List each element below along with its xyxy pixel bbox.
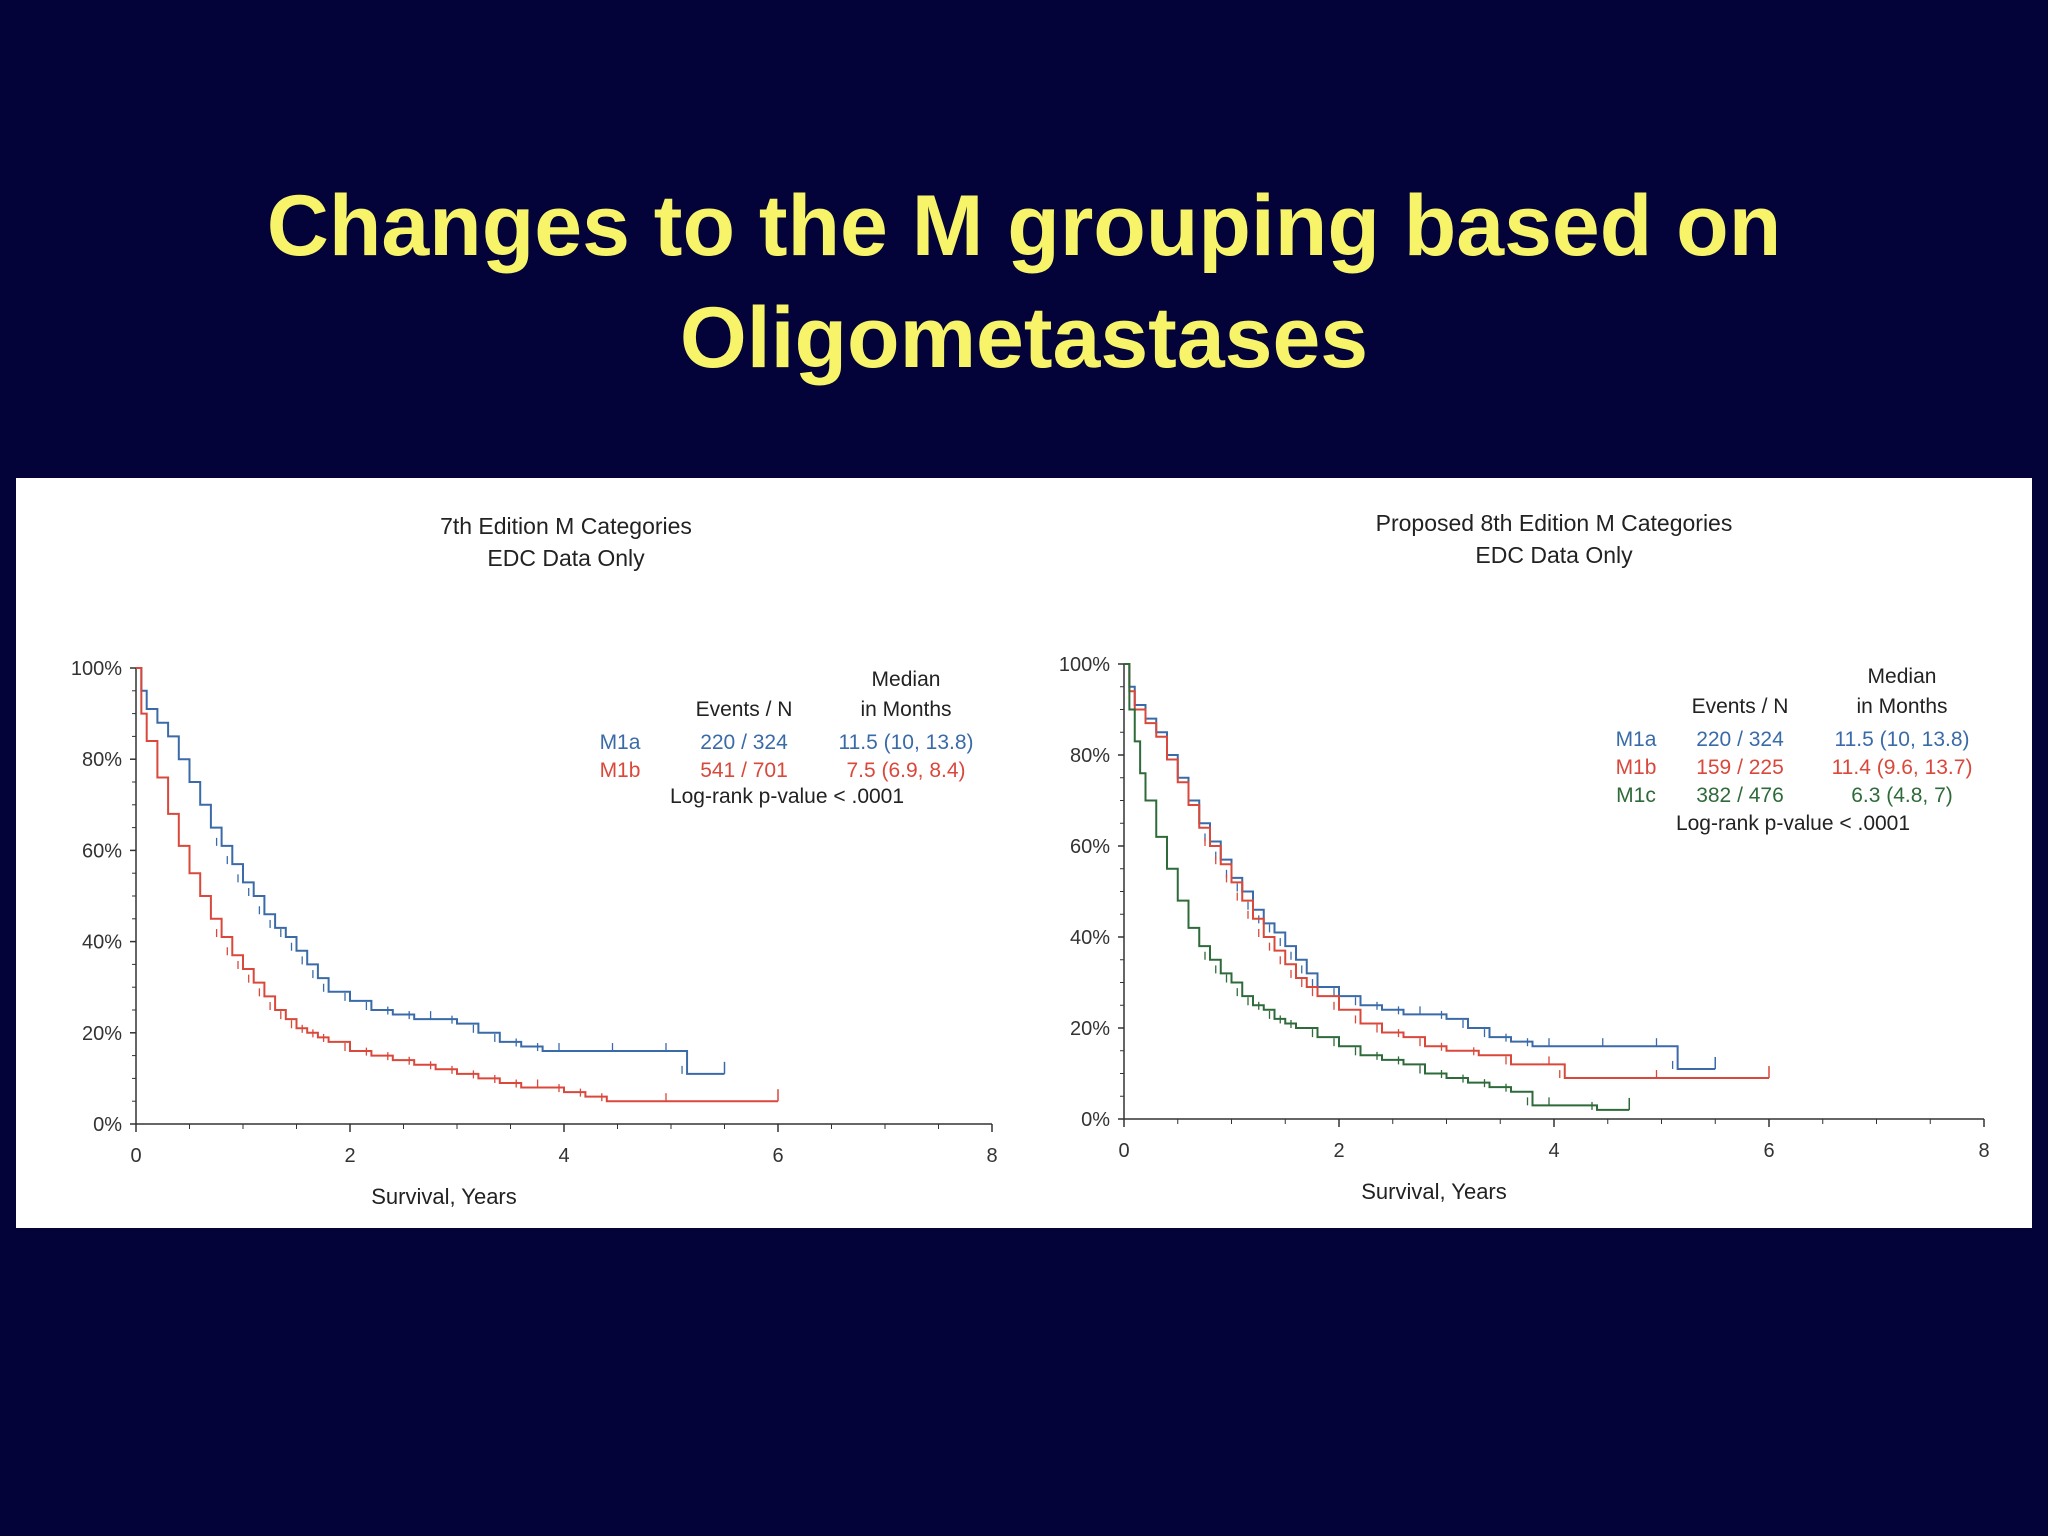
legend-row-median: 6.3 (4.8, 7) — [1851, 784, 1953, 807]
series-m1c-line — [1124, 663, 1630, 1111]
slide-title-line-1: Changes to the M grouping based on — [266, 178, 1782, 274]
y-tick-label: 100% — [71, 658, 122, 680]
series-m1b-line — [136, 667, 778, 1103]
series-m1b-line — [1124, 663, 1769, 1080]
y-tick-label: 20% — [82, 1023, 122, 1045]
figure-panel: 7th Edition M Categories EDC Data Only 0% 2… — [16, 478, 2032, 1228]
legend-row-label: M1a — [1616, 728, 1657, 751]
y-tick-label: 80% — [82, 749, 122, 771]
legend-events-header: Events / N — [1692, 695, 1789, 718]
legend-median-header: Median — [872, 668, 941, 691]
legend-row-label: M1b — [1616, 756, 1657, 779]
x-tick-label: 2 — [1333, 1140, 1344, 1162]
series-m1a-line — [136, 667, 725, 1075]
chart-subtitle: EDC Data Only — [487, 545, 645, 571]
y-tick-label: 0% — [93, 1114, 122, 1136]
legend-row-median: 11.4 (9.6, 13.7) — [1832, 756, 1973, 779]
legend-median-header: Median — [1868, 665, 1937, 688]
chart-7th-edition: 7th Edition M Categories EDC Data Only 0% 2… — [71, 513, 998, 1209]
legend-row-median: 11.5 (10, 13.8) — [1834, 728, 1969, 751]
chart-title: 7th Edition M Categories — [440, 513, 692, 539]
x-tick-label: 8 — [986, 1145, 997, 1167]
chart-8th-edition: Proposed 8th Edition M Categories EDC Dat… — [1059, 510, 1990, 1204]
x-tick-label: 6 — [1763, 1140, 1774, 1162]
x-tick-label: 2 — [344, 1145, 355, 1167]
chart-subtitle: EDC Data Only — [1475, 542, 1633, 568]
legend-row-events: 220 / 324 — [700, 731, 788, 754]
slide-title: Changes to the M grouping based on Oligo… — [0, 170, 2048, 394]
y-tick-label: 20% — [1070, 1018, 1110, 1040]
legend-row-label: M1a — [600, 731, 641, 754]
x-tick-label: 4 — [558, 1145, 569, 1167]
legend-median-header-units: in Months — [1856, 695, 1947, 718]
x-tick-label: 0 — [130, 1145, 141, 1167]
y-tick-label: 40% — [1070, 927, 1110, 949]
series-m1a-line — [1124, 663, 1716, 1070]
x-axis-label: Survival, Years — [371, 1184, 517, 1209]
legend-row-events: 382 / 476 — [1696, 784, 1784, 807]
legend-row-median: 11.5 (10, 13.8) — [838, 731, 973, 754]
legend-pvalue: Log-rank p-value < .0001 — [1676, 812, 1910, 835]
x-tick-label: 0 — [1118, 1140, 1129, 1162]
legend-row-events: 220 / 324 — [1696, 728, 1784, 751]
legend-row-median: 7.5 (6.9, 8.4) — [846, 759, 965, 782]
legend-events-header: Events / N — [696, 698, 793, 721]
legend-row-events: 159 / 225 — [1696, 756, 1784, 779]
y-tick-label: 60% — [1070, 836, 1110, 858]
legend-row-label: M1c — [1616, 784, 1656, 807]
x-tick-label: 6 — [772, 1145, 783, 1167]
x-tick-label: 4 — [1548, 1140, 1559, 1162]
y-tick-label: 100% — [1059, 654, 1110, 676]
chart-title: Proposed 8th Edition M Categories — [1376, 510, 1733, 536]
y-tick-label: 60% — [82, 840, 122, 862]
legend-pvalue: Log-rank p-value < .0001 — [670, 785, 904, 808]
y-tick-label: 0% — [1081, 1109, 1110, 1131]
y-tick-label: 40% — [82, 932, 122, 954]
legend-row-events: 541 / 701 — [700, 759, 788, 782]
y-tick-label: 80% — [1070, 745, 1110, 767]
x-axis-label: Survival, Years — [1361, 1179, 1507, 1204]
legend-median-header-units: in Months — [860, 698, 951, 721]
legend-row-label: M1b — [600, 759, 641, 782]
slide-title-line-2: Oligometastases — [679, 290, 1369, 386]
x-tick-label: 8 — [1978, 1140, 1989, 1162]
